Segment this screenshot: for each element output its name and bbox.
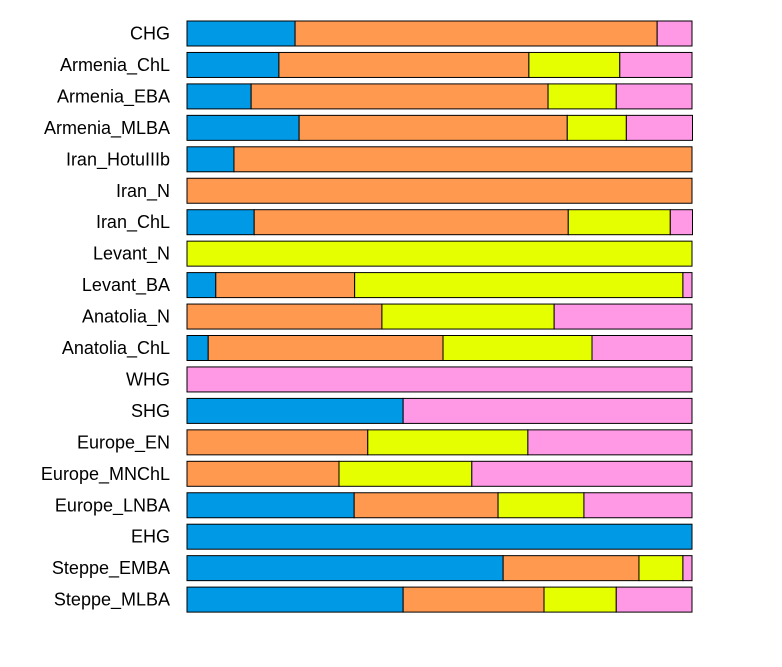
bar-segment-Europe_LNBA-0 bbox=[186, 492, 355, 519]
bar-segment-Steppe_MLBA-1 bbox=[402, 586, 545, 613]
bar-segment-Anatolia_ChL-3 bbox=[591, 335, 693, 361]
category-label: Armenia_MLBA bbox=[44, 118, 170, 139]
bar-segment-Steppe_EMBA-2 bbox=[638, 555, 684, 582]
bar-segment-Armenia_MLBA-0 bbox=[186, 114, 300, 141]
bar-segment-Steppe_MLBA-2 bbox=[543, 586, 617, 613]
bar-segment-Anatolia_ChL-0 bbox=[186, 335, 209, 361]
bar-segment-Armenia_EBA-1 bbox=[250, 83, 549, 110]
bar-segment-WHG-3 bbox=[186, 366, 693, 393]
bar-segment-Europe_LNBA-1 bbox=[353, 492, 499, 519]
bar-segment-Anatolia_ChL-1 bbox=[207, 335, 444, 361]
category-label: Europe_MNChL bbox=[41, 464, 170, 485]
bar-segment-EHG-0 bbox=[186, 523, 693, 550]
bar-segment-Iran_ChL-3 bbox=[669, 209, 694, 236]
bar-segment-Armenia_ChL-3 bbox=[619, 51, 693, 78]
bar-segment-Armenia_ChL-0 bbox=[186, 51, 280, 78]
bar-segment-SHG-3 bbox=[402, 397, 693, 424]
bar-segment-Europe_EN-2 bbox=[367, 429, 529, 456]
category-label: Steppe_MLBA bbox=[54, 590, 170, 611]
category-label: Levant_BA bbox=[82, 275, 170, 296]
category-label: CHG bbox=[130, 24, 170, 44]
bar-segment-Europe_EN-1 bbox=[186, 429, 369, 456]
category-label: Iran_ChL bbox=[96, 212, 170, 233]
bar-segment-Europe_LNBA-3 bbox=[583, 492, 693, 519]
bar-segment-Armenia_MLBA-2 bbox=[566, 114, 627, 141]
category-label: Anatolia_ChL bbox=[62, 338, 170, 359]
bar-segment-Armenia_EBA-2 bbox=[547, 83, 617, 110]
bar-segment-Levant_N-2 bbox=[186, 240, 693, 267]
bar-segment-Iran_ChL-2 bbox=[567, 209, 671, 236]
bar-segment-Levant_BA-2 bbox=[354, 272, 684, 299]
bar-segment-Europe_EN-3 bbox=[527, 429, 693, 456]
bar-segment-Iran_N-1 bbox=[186, 177, 693, 204]
bar-segment-Levant_BA-3 bbox=[682, 272, 693, 299]
bar-segment-CHG-3 bbox=[656, 20, 693, 47]
bar-segment-Iran_HotuIIIb-1 bbox=[233, 146, 693, 173]
bar-segment-Armenia_ChL-1 bbox=[278, 51, 530, 78]
category-label: Iran_N bbox=[116, 181, 170, 202]
bar-segment-Anatolia_N-2 bbox=[381, 303, 555, 330]
category-label: WHG bbox=[126, 369, 170, 389]
bar-segment-Armenia_MLBA-3 bbox=[625, 114, 694, 141]
bar-segment-Europe_MNChL-2 bbox=[338, 460, 473, 487]
category-label: Iran_HotuIIIb bbox=[66, 149, 170, 170]
bar-segment-Europe_MNChL-1 bbox=[186, 460, 340, 487]
bar-segment-Europe_LNBA-2 bbox=[497, 492, 585, 519]
category-label: Steppe_EMBA bbox=[52, 558, 170, 579]
bar-segment-SHG-0 bbox=[186, 397, 404, 424]
bar-segment-Steppe_EMBA-3 bbox=[682, 555, 693, 582]
bar-segment-Armenia_MLBA-1 bbox=[298, 114, 568, 141]
bar-segment-Anatolia_N-3 bbox=[553, 303, 693, 330]
bar-segment-Levant_BA-0 bbox=[186, 272, 217, 299]
category-label: Europe_LNBA bbox=[55, 495, 170, 516]
category-label: SHG bbox=[131, 401, 170, 421]
bar-segment-Armenia_ChL-2 bbox=[528, 51, 621, 78]
category-label: EHG bbox=[131, 527, 170, 547]
category-label: Levant_N bbox=[93, 244, 170, 265]
bar-segment-Iran_HotuIIIb-0 bbox=[186, 146, 235, 173]
bar-segment-Steppe_MLBA-0 bbox=[186, 586, 404, 613]
bar-segment-Steppe_EMBA-0 bbox=[186, 555, 504, 582]
bar-segment-CHG-0 bbox=[186, 20, 296, 47]
bar-segment-Anatolia_N-1 bbox=[186, 303, 383, 330]
category-label: Europe_EN bbox=[77, 432, 170, 453]
bar-segment-Levant_BA-1 bbox=[215, 272, 356, 299]
bar-segment-Iran_ChL-1 bbox=[253, 209, 569, 236]
category-label: Armenia_ChL bbox=[60, 55, 170, 76]
bar-segment-Europe_MNChL-3 bbox=[471, 460, 693, 487]
category-label: Armenia_EBA bbox=[57, 86, 170, 107]
bar-segment-Steppe_MLBA-3 bbox=[615, 586, 693, 613]
bar-segment-Iran_ChL-0 bbox=[186, 209, 255, 236]
bar-segment-Armenia_EBA-3 bbox=[615, 83, 693, 110]
category-label: Anatolia_N bbox=[82, 307, 170, 328]
bar-segment-CHG-1 bbox=[294, 20, 658, 47]
bar-segment-Armenia_EBA-0 bbox=[186, 83, 252, 110]
bar-segment-Anatolia_ChL-2 bbox=[442, 335, 593, 361]
bar-segment-Steppe_EMBA-1 bbox=[502, 555, 640, 582]
